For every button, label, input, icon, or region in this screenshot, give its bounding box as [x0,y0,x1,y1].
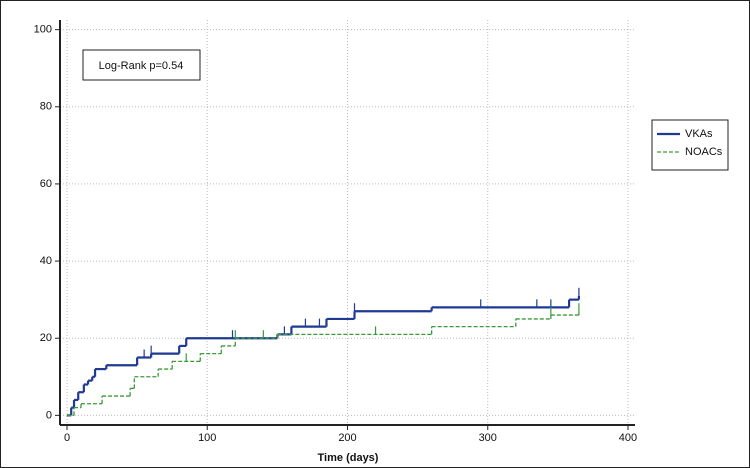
x-tick-label: 300 [479,432,497,444]
x-tick-label: 0 [64,432,70,444]
x-axis-label: Time (days) [318,452,379,464]
x-tick-label: 200 [338,432,356,444]
y-tick-label: 20 [40,332,52,344]
annotation-box [82,49,201,81]
y-tick-label: 80 [40,101,52,113]
y-tick-label: 100 [34,24,52,36]
y-tick-label: 60 [40,178,52,190]
legend-box [651,119,729,171]
y-tick-label: 0 [46,409,52,421]
y-tick-label: 40 [40,255,52,267]
legend-label: NOACs [685,146,723,158]
x-tick-label: 100 [198,432,216,444]
legend-label: VKAs [685,128,713,140]
annotation: Log-Rank p=0.54 [99,60,184,72]
x-tick-label: 400 [619,432,637,444]
